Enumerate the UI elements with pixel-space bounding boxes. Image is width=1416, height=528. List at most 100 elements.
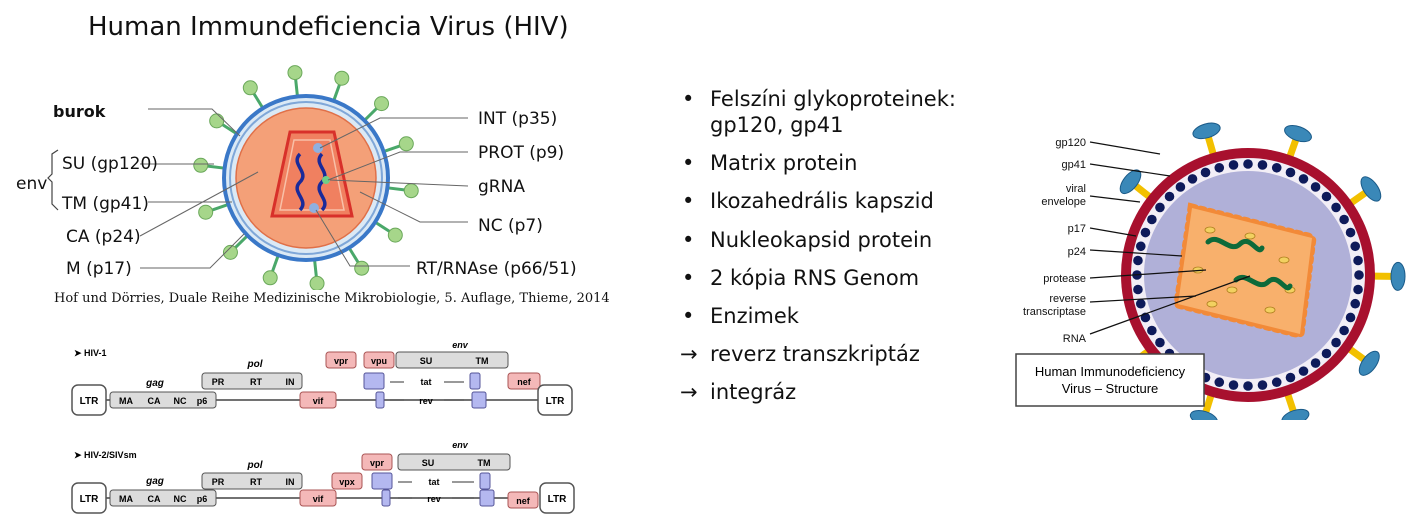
label-tm: TM (gp41) [62, 194, 149, 214]
matrix-bead [1345, 227, 1356, 238]
label-rna: RNA [1063, 333, 1087, 345]
vpr-label: vpr [370, 458, 385, 468]
matrix-bead [1133, 284, 1143, 295]
spike-knob [198, 204, 214, 220]
citation: Hof und Dörries, Duale Reihe Medizinisch… [54, 291, 610, 306]
matrix-layer [229, 101, 383, 255]
spike-knob [309, 275, 325, 290]
p6-label: p6 [197, 494, 208, 504]
matrix-bead [1214, 162, 1225, 173]
gp120-knob [1189, 410, 1218, 420]
gag-label: gag [145, 378, 164, 389]
capsid-inner-outline [279, 139, 345, 211]
pr-label: PR [212, 477, 225, 487]
spike-knob [287, 65, 303, 81]
matrix-bead [1135, 298, 1146, 309]
ltr-right-label: LTR [548, 494, 567, 505]
ma-label: MA [119, 396, 133, 406]
rev-label: rev [419, 396, 433, 406]
matrix-bead [1147, 214, 1157, 225]
matrix-bead [1243, 159, 1253, 169]
bullet-item: Nukleokapsid protein [680, 227, 956, 253]
vif-box [299, 489, 337, 507]
nc-label: NC [174, 494, 187, 504]
rt-dot [309, 203, 319, 213]
ma-label: MA [119, 494, 133, 504]
tat-exon1 [363, 372, 385, 390]
pr-label: PR [212, 377, 225, 387]
vpr-label: vpr [334, 356, 349, 366]
nc-label: NC [174, 396, 187, 406]
spike-stalk [313, 259, 318, 278]
rt-label: RT [250, 377, 262, 387]
vpu-box [363, 351, 395, 369]
spike-stalk [252, 92, 265, 110]
spike-knob [262, 270, 278, 286]
structure-labels: gp120 gp41 viral envelope p17 p24 protea… [1023, 137, 1087, 345]
spike-stalk [220, 122, 238, 136]
ltr-right-label: LTR [546, 396, 565, 407]
bullet-item: Ikozahedrális kapszid [680, 188, 956, 214]
envelope-spikes [193, 65, 419, 290]
matrix-bead [1155, 202, 1165, 213]
spike-stalk [332, 83, 342, 102]
matrix-bead [1310, 358, 1321, 368]
nef-box [507, 372, 541, 390]
label-p24: p24 [1068, 246, 1086, 258]
pol-box [201, 372, 303, 390]
spike-knob [242, 80, 258, 96]
gag-label: gag [145, 476, 164, 487]
bullet-item: 2 kópia RNS Genom [680, 265, 956, 291]
matrix-bead [1228, 160, 1239, 170]
p17-matrix-beads [1132, 159, 1364, 391]
label-su: SU (gp120) [62, 154, 158, 174]
caption-line-2: Virus – Structure [1062, 381, 1159, 396]
spike-knob [387, 227, 403, 243]
matrix-bead [1321, 348, 1332, 359]
bullet-item: Felszíni glykoproteinek:gp120, gp41 [680, 86, 956, 138]
tm-label: TM [478, 458, 491, 468]
su-label: SU [422, 458, 435, 468]
matrix-bead [1187, 174, 1198, 184]
gp41-stalk [1202, 394, 1215, 414]
matrix-bead [1298, 174, 1309, 184]
matrix-bead [1257, 380, 1268, 390]
env-brace [47, 149, 59, 211]
gp41-stalk [1347, 346, 1367, 363]
matrix-bead [1354, 270, 1364, 280]
label-grna: gRNA [478, 177, 525, 197]
matrix-bead [1339, 325, 1349, 336]
rev-exon1 [381, 489, 391, 507]
spike-stalk [387, 186, 406, 192]
gp41-stalk [1349, 189, 1368, 206]
matrix-bead [1155, 337, 1165, 348]
label-transcriptase: transcriptase [1023, 306, 1086, 318]
spike-knob [354, 260, 370, 276]
bullet-item: Matrix protein [680, 150, 956, 176]
matrix-bead [1228, 380, 1239, 390]
pol-label: pol [247, 460, 263, 471]
matrix-bead [1257, 160, 1268, 170]
bullet-item: Enzimek [680, 303, 956, 329]
matrix-bead [1350, 298, 1361, 309]
env-gene-label: env [452, 440, 469, 450]
matrix-bead [1200, 167, 1211, 178]
leader-lines [1089, 141, 1251, 335]
in-label: IN [286, 477, 295, 487]
matrix-bead [1285, 372, 1296, 383]
gp120-knob [1284, 125, 1312, 143]
label-rt: RT/RNAse (p66/51) [416, 259, 577, 279]
arrow-item: → reverz transzkriptáz [680, 342, 920, 367]
matrix-bead [1243, 381, 1253, 391]
label-reverse: reverse [1049, 293, 1086, 305]
label-burok: burok [53, 102, 106, 121]
matrix-bead [1345, 312, 1356, 323]
matrix-bead [1147, 325, 1157, 336]
label-gp120: gp120 [1055, 137, 1086, 149]
ltr-left [71, 384, 107, 416]
spike-stalk [270, 254, 280, 273]
tat-exon2 [469, 372, 481, 390]
label-env: env [16, 174, 48, 194]
genome-map-hiv2: ➤ HIV-2/SIVsm LTR gag MA CA NC p6 pol PR… [71, 440, 575, 514]
matrix-bead [1339, 214, 1349, 225]
